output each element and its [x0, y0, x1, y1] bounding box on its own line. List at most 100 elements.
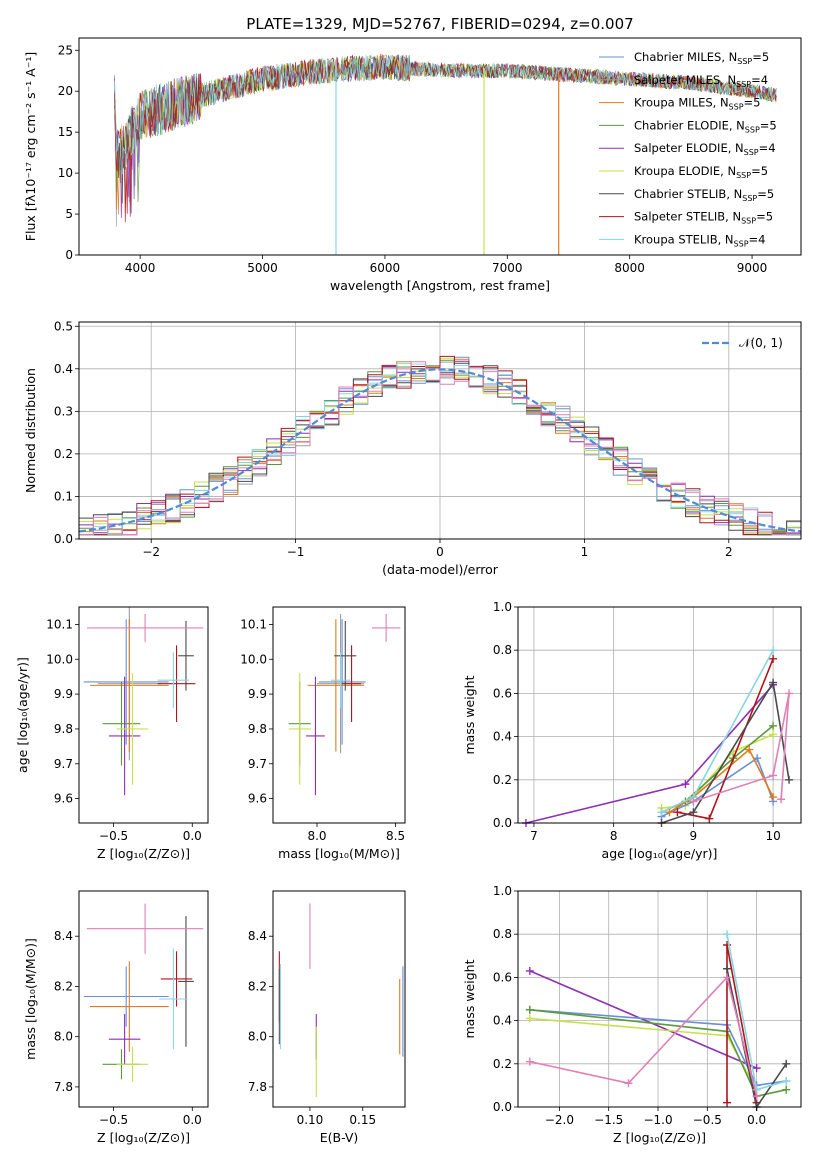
y-tick-label: 0.2 — [493, 773, 512, 787]
weight-marker — [525, 966, 534, 975]
spectrum-line — [114, 53, 777, 223]
x-tick-label: 9000 — [737, 261, 768, 275]
legend-ssp: =4 — [749, 232, 766, 246]
weight-line — [529, 975, 758, 1097]
weight-marker — [782, 1085, 791, 1094]
x-tick-label: 0.15 — [349, 1113, 376, 1127]
axes-frame — [517, 890, 802, 1108]
y-tick-label: 10.0 — [240, 652, 267, 666]
y-tick-label: 0.5 — [54, 319, 73, 333]
y-tick-label: 5 — [65, 207, 73, 221]
y-tick-label: 0.6 — [493, 686, 512, 700]
legend-ssp: =4 — [759, 141, 776, 155]
y-tick-label: 7.8 — [54, 1080, 73, 1094]
legend-ssp: =4 — [751, 73, 768, 87]
weight-marker — [689, 808, 698, 817]
axes-frame — [272, 890, 406, 1108]
weight-marker — [681, 780, 690, 789]
weight-marker — [769, 654, 778, 663]
y-tick-label: 1.0 — [493, 600, 512, 614]
y-tick-label: 8.2 — [248, 979, 267, 993]
y-axis-label: Normed distribution — [23, 368, 38, 493]
y-tick-label: 10 — [58, 166, 73, 180]
plot-area — [114, 53, 777, 255]
weight-line — [661, 756, 774, 818]
weight-line — [529, 970, 757, 1069]
weight-marker — [752, 1092, 761, 1101]
y-tick-label: 0.0 — [493, 816, 512, 830]
y-tick-label: 0.0 — [54, 532, 73, 546]
legend-ssp: =5 — [751, 164, 768, 178]
y-axis-label: mass [log₁₀(M/M⊙)] — [23, 938, 38, 1060]
weight-line — [693, 693, 790, 803]
legend-label: Salpeter ELODIE, NSSP=4 — [634, 141, 776, 157]
y-tick-label: 9.6 — [54, 792, 73, 806]
legend-sub: SSP — [737, 57, 752, 66]
x-axis-label: E(B-V) — [320, 1130, 359, 1145]
weight-marker — [624, 1079, 633, 1088]
weight-line — [529, 1009, 787, 1087]
age-vs-mass-panel: 8.0 8.5 9.6 9.7 9.8 9.9 10.0 10.1 mass [log₁₀(M/… — [240, 606, 406, 861]
weight-marker — [782, 1059, 791, 1068]
plot-area — [83, 903, 204, 1082]
legend-label: Kroupa ELODIE, NSSP=5 — [634, 164, 768, 180]
axes-frame — [78, 890, 209, 1108]
y-tick-label: 8.2 — [54, 979, 73, 993]
weight-marker — [665, 808, 674, 817]
x-axis-label: Z [log₁₀(Z/Z⊙)] — [613, 1130, 706, 1145]
x-tick-label: 10 — [765, 829, 780, 843]
y-tick-label: 0.2 — [493, 1057, 512, 1071]
x-axis-label: Z [log₁₀(Z/Z⊙)] — [97, 846, 190, 861]
legend-label: Kroupa STELIB, NSSP=4 — [634, 232, 765, 248]
y-tick-label: 9.9 — [248, 687, 267, 701]
x-tick-label: −0.5 — [99, 829, 128, 843]
y-tick-label: 0.4 — [493, 1014, 512, 1028]
weight-marker — [785, 775, 794, 784]
x-tick-label: 0 — [436, 545, 444, 559]
x-tick-label: −0.5 — [693, 1113, 722, 1127]
plot-area — [83, 607, 204, 796]
y-tick-label: 0.4 — [54, 362, 73, 376]
y-tick-label: 0.1 — [54, 489, 73, 503]
x-tick-label: 9 — [690, 829, 698, 843]
x-tick-label: −1 — [287, 545, 305, 559]
x-axis-label: wavelength [Angstrom, rest frame] — [330, 278, 550, 293]
weight-marker — [782, 1077, 791, 1086]
legend-label: Salpeter MILES, NSSP=4 — [634, 73, 768, 89]
weight-marker — [723, 964, 732, 973]
x-tick-label: 0.10 — [297, 1113, 324, 1127]
legend-label: Chabrier STELIB, NSSP=5 — [634, 187, 774, 203]
x-axis-label: (data-model)/error — [382, 562, 499, 577]
x-tick-label: 7 — [530, 829, 538, 843]
legend-ssp: =5 — [760, 118, 777, 132]
y-tick-label: 15 — [58, 125, 73, 139]
spectrum-line — [114, 54, 777, 175]
weight-marker — [525, 1014, 534, 1023]
x-tick-label: 4000 — [125, 261, 156, 275]
x-tick-label: −2 — [142, 545, 160, 559]
weight-marker — [769, 771, 778, 780]
y-tick-label: 10.1 — [46, 617, 73, 631]
weight-marker — [785, 689, 794, 698]
weight-marker — [769, 678, 778, 687]
x-tick-label: 0.0 — [747, 1113, 766, 1127]
weight-marker — [705, 814, 714, 823]
y-tick-label: 0.8 — [493, 927, 512, 941]
legend-label: 𝒩(0, 1) — [739, 336, 783, 350]
weight-marker — [769, 730, 778, 739]
weight-marker — [769, 646, 778, 655]
legend-ssp: =5 — [752, 50, 769, 64]
y-tick-label: 0.4 — [493, 730, 512, 744]
weight-marker — [769, 721, 778, 730]
weight-marker — [673, 808, 682, 817]
mass-vs-z-panel: −0.5 0.0 7.8 8.0 8.2 8.4 Z [log₁₀(Z/Z⊙)] mass [… — [23, 890, 209, 1145]
legend-sub: SSP — [742, 194, 757, 203]
y-tick-label: 7.8 — [248, 1080, 267, 1094]
weight-marker — [745, 745, 754, 754]
mass-vs-ebv-panel: 0.10 0.15 7.8 8.0 8.2 8.4 E(B-V) — [248, 890, 406, 1145]
y-tick-label: 8.4 — [54, 929, 73, 943]
x-tick-label: −2.0 — [545, 1113, 574, 1127]
histogram-step — [79, 361, 801, 536]
y-tick-label: 8.0 — [248, 1030, 267, 1044]
